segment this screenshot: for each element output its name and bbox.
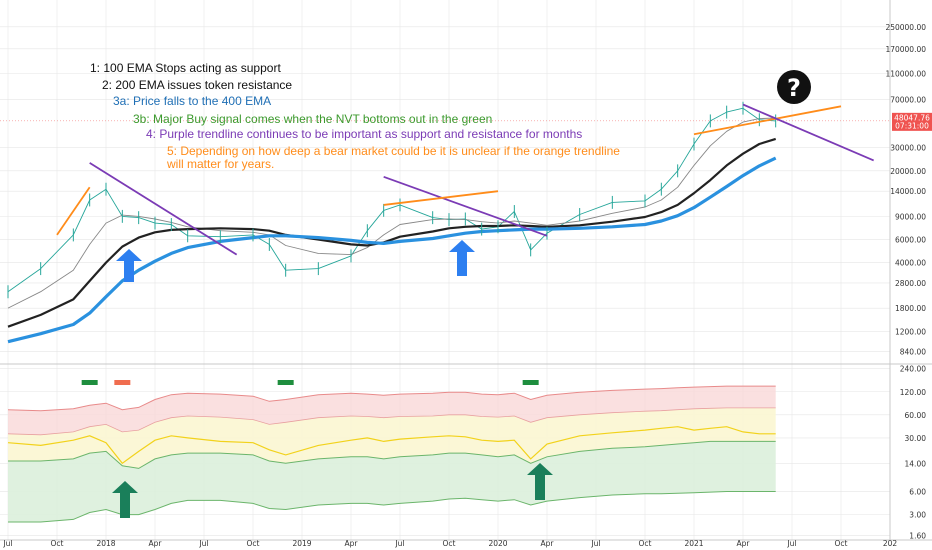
- price-line: [7, 107, 776, 293]
- time-axis-label: Apr: [149, 539, 163, 548]
- arrow-up-icon: [112, 481, 138, 518]
- time-axis-label: Apr: [541, 539, 555, 548]
- time-axis-label: Apr: [345, 539, 359, 548]
- price-axis-label: 110000.00: [885, 70, 926, 79]
- nvt-axis-label: 1.60: [909, 532, 926, 541]
- question-mark-glyph: ?: [787, 74, 801, 102]
- time-axis-label: Oct: [639, 539, 652, 548]
- time-axis-label: Oct: [247, 539, 260, 548]
- time-axis-label: 2018: [96, 539, 115, 548]
- trendline: [383, 175, 548, 237]
- nvt-lower-band: [8, 440, 776, 469]
- trendline: [693, 105, 842, 136]
- annotation-note-6: 5: Depending on how deep a bear market c…: [167, 144, 620, 158]
- time-axis-label: Apr: [737, 539, 751, 548]
- nvt-axis-label: 14.00: [905, 459, 927, 468]
- nvt-signal-marker: [81, 380, 98, 385]
- trendline: [383, 190, 499, 206]
- time-axis-label: 2021: [684, 539, 703, 548]
- nvt-axis-label: 30.00: [905, 434, 927, 443]
- nvt-red-zone: [8, 386, 776, 435]
- time-axis-label: Jul: [590, 539, 600, 548]
- price-axis-label: 840.00: [900, 348, 926, 357]
- nvt-signal-line: [7, 426, 776, 465]
- price-axis-label: 6000.00: [895, 235, 926, 244]
- trendline: [56, 186, 91, 236]
- nvt-axis-label: 240.00: [900, 365, 926, 374]
- trendline: [89, 162, 238, 256]
- annotation-note-5: 4: Purple trendline continues to be impo…: [146, 127, 582, 141]
- annotation-note-1: 1: 100 EMA Stops acting as support: [90, 61, 281, 75]
- nvt-bottom-band: [8, 491, 776, 523]
- nvt-signal-marker: [522, 380, 539, 385]
- price-axis-label: 9000.00: [895, 212, 926, 221]
- price-axis-label: 30000.00: [890, 144, 926, 153]
- time-axis-label: 2020: [488, 539, 507, 548]
- time-axis-label: Jul: [394, 539, 404, 548]
- time-axis-label: Oct: [443, 539, 456, 548]
- nvt-upper-band: [7, 385, 776, 412]
- question-circle: [777, 70, 811, 104]
- time-axis-label: Oct: [51, 539, 64, 548]
- arrow-up-icon: [116, 249, 142, 282]
- arrow-up-icon: [527, 463, 553, 500]
- price-axis-label: 70000.00: [890, 95, 926, 104]
- price-axis-label: 1200.00: [895, 327, 926, 336]
- price-axis-label: 20000.00: [890, 167, 926, 176]
- nvt-green-zone: [8, 441, 776, 522]
- price-axis-label: 250000.00: [885, 23, 926, 32]
- time-axis-label: Jul: [786, 539, 796, 548]
- annotation-note-4: 3b: Major Buy signal comes when the NVT …: [133, 112, 492, 126]
- current-price-value: 48047.76: [894, 113, 930, 122]
- time-axis-label: 2019: [292, 539, 311, 548]
- trendline: [742, 103, 875, 162]
- question-circle-icon: ?: [777, 70, 811, 104]
- annotation-note-7: will matter for years.: [166, 157, 274, 171]
- time-axis-label: Jul: [198, 539, 208, 548]
- arrow-up-icon: [449, 240, 475, 276]
- price-axis-label: 4000.00: [895, 259, 926, 268]
- ema-line-2: [7, 137, 777, 328]
- annotation-note-2: 2: 200 EMA issues token resistance: [102, 78, 292, 92]
- nvt-yellow-zone: [8, 407, 776, 469]
- price-axis-label: 170000.00: [885, 45, 926, 54]
- nvt-axis-label: 120.00: [900, 388, 926, 397]
- ema-line-3: [7, 156, 777, 344]
- nvt-axis-label: 6.00: [909, 488, 926, 497]
- time-axis-label: 202: [883, 539, 898, 548]
- ema-line-1: [7, 117, 776, 309]
- annotation-note-3: 3a: Price falls to the 400 EMA: [113, 94, 271, 108]
- price-axis-label: 1800.00: [895, 304, 926, 313]
- current-price-tag: [892, 112, 932, 131]
- nvt-middle-band: [7, 407, 776, 436]
- current-price-countdown: 07:31:00: [895, 121, 929, 130]
- nvt-signal-marker: [277, 380, 294, 385]
- time-axis-label: Oct: [835, 539, 848, 548]
- price-axis-label: 14000.00: [890, 187, 926, 196]
- price-axis-label: 2800.00: [895, 279, 926, 288]
- nvt-axis-label: 3.00: [909, 511, 926, 520]
- time-axis-label: Jul: [2, 539, 12, 548]
- nvt-axis-label: 60.00: [905, 411, 927, 420]
- nvt-signal-marker: [114, 380, 131, 385]
